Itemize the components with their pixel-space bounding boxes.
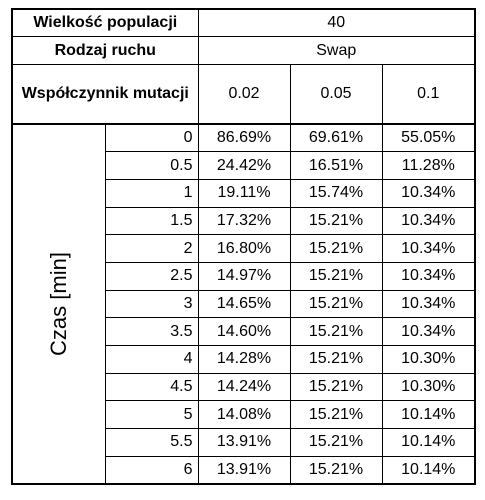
result-value: 55.05%	[381, 123, 477, 153]
result-value: 14.60%	[197, 317, 291, 347]
time-value: 1.5	[104, 206, 199, 236]
result-value: 15.21%	[289, 317, 383, 347]
move-type-value: Swap	[197, 36, 477, 65]
mutation-rate-1: 0.05	[289, 63, 383, 126]
table-row: 2.5 14.97% 15.21% 10.34%	[12, 261, 477, 291]
result-value: 69.61%	[289, 123, 383, 153]
result-value: 10.30%	[381, 345, 477, 374]
time-value: 4	[104, 345, 199, 374]
result-value: 10.34%	[381, 317, 477, 347]
result-value: 15.21%	[289, 345, 383, 374]
mutation-rate-0: 0.02	[197, 63, 291, 126]
result-value: 14.08%	[197, 400, 291, 430]
result-value: 14.97%	[197, 261, 291, 291]
result-value: 10.34%	[381, 234, 477, 263]
time-value: 0.5	[104, 151, 199, 180]
time-value: 2	[104, 234, 199, 263]
result-value: 11.28%	[381, 151, 477, 180]
table-row: 3 14.65% 15.21% 10.34%	[12, 289, 477, 319]
time-axis-label-cell: Czas [min]	[11, 123, 106, 485]
results-table-body: Wielkość populacji 40 Rodzaj ruchu Swap …	[10, 8, 477, 485]
move-type-label: Rodzaj ruchu	[10, 36, 199, 65]
time-value: 1	[104, 178, 199, 208]
result-value: 10.34%	[381, 261, 477, 291]
time-value: 0	[104, 123, 199, 153]
time-value: 5.5	[104, 428, 199, 457]
result-value: 10.34%	[381, 178, 477, 208]
mutation-rate-label: Współczynnik mutacji	[10, 63, 199, 126]
result-value: 19.11%	[197, 178, 291, 208]
result-value: 14.65%	[197, 289, 291, 319]
result-value: 15.21%	[289, 289, 383, 319]
table-row: 5 14.08% 15.21% 10.14%	[12, 400, 477, 430]
time-value: 3.5	[104, 317, 199, 347]
result-value: 17.32%	[197, 206, 291, 236]
results-table: Wielkość populacji 40 Rodzaj ruchu Swap …	[10, 8, 477, 485]
result-value: 13.91%	[197, 428, 291, 457]
result-value: 24.42%	[197, 151, 291, 180]
table-row: 0.5 24.42% 16.51% 11.28%	[12, 151, 477, 180]
result-value: 13.91%	[197, 455, 291, 485]
table-row: 6 13.91% 15.21% 10.14%	[12, 455, 477, 485]
result-value: 16.51%	[289, 151, 383, 180]
time-value: 6	[104, 455, 199, 485]
result-value: 15.21%	[289, 455, 383, 485]
time-value: 2.5	[104, 261, 199, 291]
result-value: 15.21%	[289, 400, 383, 430]
result-value: 15.21%	[289, 261, 383, 291]
result-value: 10.34%	[381, 289, 477, 319]
result-value: 15.74%	[289, 178, 383, 208]
result-value: 15.21%	[289, 428, 383, 457]
result-value: 10.14%	[381, 400, 477, 430]
time-value: 3	[104, 289, 199, 319]
population-label: Wielkość populacji	[10, 8, 199, 38]
population-value: 40	[197, 8, 477, 38]
table-row: 1.5 17.32% 15.21% 10.34%	[12, 206, 477, 236]
result-value: 14.28%	[197, 345, 291, 374]
time-value: 4.5	[104, 372, 199, 402]
result-value: 15.21%	[289, 234, 383, 263]
result-value: 16.80%	[197, 234, 291, 263]
table-row: Czas [min] 0 86.69% 69.61% 55.05%	[11, 123, 477, 485]
result-value: 15.21%	[289, 372, 383, 402]
table-row: 5.5 13.91% 15.21% 10.14%	[12, 428, 477, 457]
result-value: 10.34%	[381, 206, 477, 236]
mutation-rate-2: 0.1	[381, 63, 477, 126]
result-value: 86.69%	[197, 123, 291, 153]
result-value: 10.14%	[381, 455, 477, 485]
time-value: 5	[104, 400, 199, 430]
table-row: 2 16.80% 15.21% 10.34%	[12, 234, 477, 263]
result-value: 10.14%	[381, 428, 477, 457]
time-axis-label: Czas [min]	[45, 252, 71, 356]
result-value: 14.24%	[197, 372, 291, 402]
table-row: 1 19.11% 15.74% 10.34%	[12, 178, 477, 208]
result-value: 15.21%	[289, 206, 383, 236]
result-value: 10.30%	[381, 372, 477, 402]
